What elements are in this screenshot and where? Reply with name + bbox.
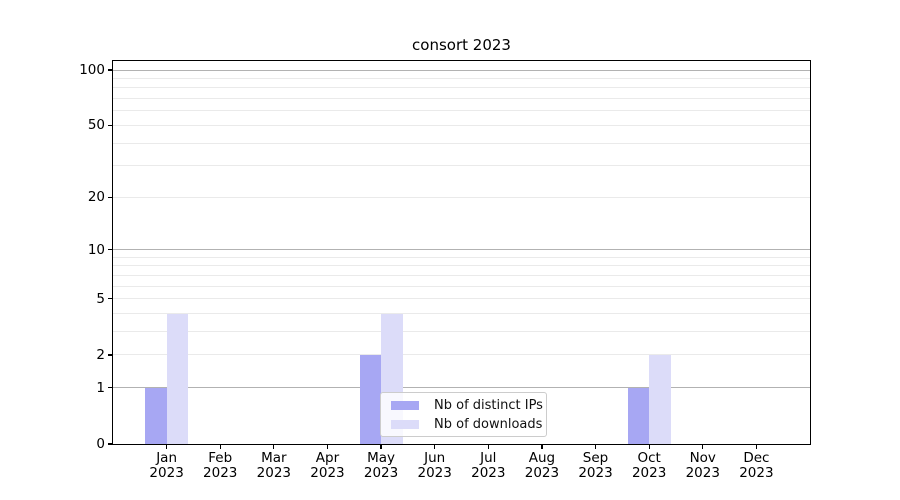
gridline-minor [113, 265, 810, 267]
y-tick-label: 2 [96, 346, 105, 363]
x-tick-month: Jan [156, 450, 178, 466]
gridline-minor [113, 78, 810, 80]
gridline-minor [113, 256, 810, 258]
x-tick-year: 2023 [310, 465, 345, 481]
legend-swatch-downloads-icon [391, 419, 419, 429]
x-tick-label: Feb 2023 [188, 451, 252, 481]
y-axis-tick [108, 387, 112, 389]
x-axis-tick [702, 445, 704, 449]
chart-title: consort 2023 [412, 36, 511, 54]
gridline-minor [113, 165, 810, 167]
gridline-major [113, 249, 810, 251]
bar-distinct-ips [627, 387, 650, 444]
legend-item-distinct-ips: Nb of distinct IPs [389, 398, 543, 413]
x-tick-year: 2023 [417, 465, 452, 481]
x-tick-month: May [367, 450, 396, 466]
gridline-minor [113, 275, 810, 277]
gridline-minor [113, 298, 810, 300]
legend-item-downloads: Nb of downloads [389, 417, 542, 432]
x-axis-tick [648, 445, 650, 449]
y-axis-tick [108, 124, 112, 127]
gridline-major [113, 69, 810, 71]
gridline-minor [113, 124, 810, 126]
y-tick-label: 100 [79, 62, 105, 79]
x-tick-label: May 2023 [349, 451, 413, 481]
y-tick-label: 10 [87, 241, 105, 258]
x-tick-month: Aug [528, 450, 556, 466]
x-tick-label: Sep 2023 [564, 451, 628, 481]
x-tick-year: 2023 [524, 465, 560, 481]
y-axis-tick [108, 443, 112, 445]
x-tick-year: 2023 [739, 465, 774, 481]
legend-swatch-distinct-ips-icon [391, 400, 419, 410]
bar-distinct-ips [359, 354, 382, 444]
x-axis-tick [219, 445, 221, 449]
x-axis-tick [434, 445, 436, 449]
legend-label-downloads: Nb of downloads [434, 416, 543, 432]
gridline-minor [113, 354, 810, 356]
x-tick-month: Dec [743, 450, 770, 466]
x-tick-label: Nov 2023 [671, 451, 735, 481]
x-tick-year: 2023 [471, 465, 506, 481]
x-tick-month: Jun [424, 450, 446, 466]
x-axis-tick [166, 445, 168, 449]
x-tick-month: Sep [582, 450, 609, 466]
x-tick-year: 2023 [631, 465, 667, 481]
gridline-minor [113, 196, 810, 198]
x-tick-year: 2023 [149, 465, 184, 481]
x-tick-year: 2023 [256, 465, 292, 481]
y-axis-tick [108, 196, 112, 198]
gridline-minor [113, 331, 810, 333]
legend: Nb of distinct IPs Nb of downloads [380, 392, 547, 437]
bar-distinct-ips [145, 387, 167, 444]
x-axis-tick [273, 445, 275, 449]
plot-area [113, 61, 810, 444]
x-tick-label: Mar 2023 [242, 451, 306, 481]
x-tick-label: Jul 2023 [456, 451, 520, 481]
x-tick-label: Apr 2023 [295, 451, 359, 481]
y-axis-tick [108, 298, 112, 300]
y-axis-tick [108, 354, 112, 356]
gridline-major [113, 387, 810, 389]
x-tick-month: Nov [689, 450, 716, 466]
x-tick-year: 2023 [363, 465, 399, 481]
x-tick-label: Jun 2023 [403, 451, 467, 481]
y-tick-label: 20 [87, 189, 105, 206]
x-axis-tick [326, 445, 329, 449]
x-tick-label: Dec 2023 [724, 451, 788, 481]
gridline-minor [113, 142, 810, 144]
x-axis-tick [594, 445, 597, 449]
y-tick-label: 5 [96, 290, 105, 307]
x-tick-month: Apr [315, 450, 340, 466]
x-axis-tick [487, 445, 489, 449]
x-tick-label: Oct 2023 [617, 451, 681, 481]
x-tick-month: Feb [208, 450, 233, 466]
gridline-minor [113, 87, 810, 89]
y-axis-tick [108, 249, 112, 251]
x-tick-month: Mar [261, 450, 287, 466]
y-axis-tick [108, 69, 112, 71]
x-tick-label: Aug 2023 [510, 451, 574, 481]
x-tick-label: Jan 2023 [135, 451, 199, 481]
bar-downloads [166, 313, 189, 444]
x-tick-month: Jul [480, 450, 497, 466]
x-axis-tick [755, 445, 757, 449]
gridline-minor [113, 110, 810, 112]
y-tick-label: 1 [96, 379, 105, 396]
x-tick-year: 2023 [685, 465, 720, 481]
y-tick-label: 50 [87, 117, 105, 134]
gridline-minor [113, 98, 810, 100]
gridline-minor [113, 313, 810, 315]
x-tick-month: Oct [637, 450, 661, 466]
x-tick-year: 2023 [578, 465, 613, 481]
x-tick-year: 2023 [203, 465, 238, 481]
y-tick-label: 0 [96, 436, 105, 452]
x-axis-tick [380, 445, 382, 449]
x-axis-tick [541, 445, 543, 449]
bar-downloads [649, 354, 671, 444]
legend-label-distinct-ips: Nb of distinct IPs [434, 397, 543, 413]
gridline-minor [113, 285, 810, 287]
